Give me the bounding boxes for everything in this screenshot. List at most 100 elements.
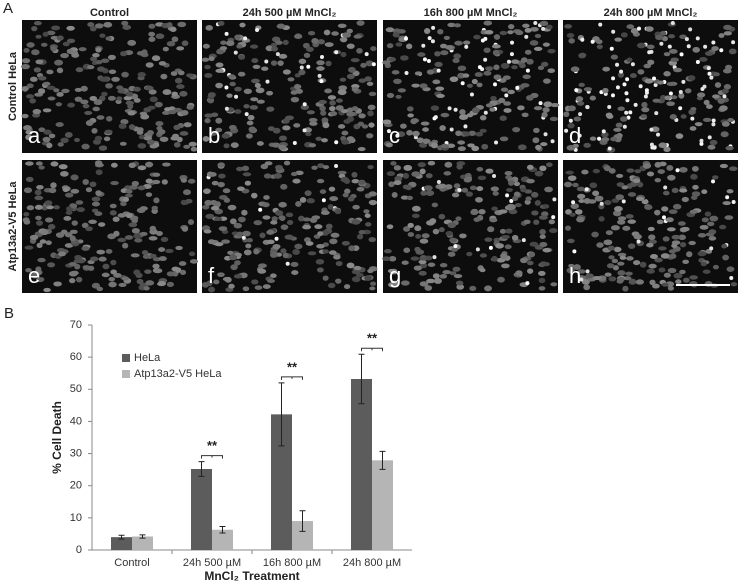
cell bbox=[42, 108, 52, 113]
cell bbox=[544, 186, 553, 193]
y-tick-label: 70 bbox=[70, 319, 82, 331]
cell bbox=[499, 30, 508, 36]
cell bbox=[175, 267, 182, 273]
cell bbox=[437, 28, 444, 35]
cell bbox=[115, 99, 122, 105]
cell bbox=[488, 245, 493, 250]
cell bbox=[439, 125, 446, 131]
cell bbox=[406, 106, 414, 112]
cell bbox=[483, 110, 488, 115]
cell bbox=[149, 253, 157, 259]
cell bbox=[689, 126, 697, 131]
cell bbox=[47, 96, 56, 101]
cell bbox=[426, 69, 435, 75]
cell bbox=[177, 21, 187, 28]
cell bbox=[249, 44, 259, 49]
cell bbox=[244, 180, 252, 186]
cell bbox=[171, 91, 178, 97]
cell bbox=[181, 226, 189, 232]
cell bbox=[662, 236, 670, 242]
cell bbox=[393, 78, 402, 85]
cell bbox=[689, 209, 698, 214]
x-tick-label: 16h 800 µM bbox=[263, 557, 321, 569]
cell bbox=[688, 27, 693, 32]
cell bbox=[469, 92, 474, 97]
cell bbox=[449, 76, 459, 83]
cell bbox=[137, 185, 146, 191]
cell bbox=[367, 110, 374, 117]
cell bbox=[272, 243, 281, 250]
cell bbox=[321, 138, 328, 143]
cell bbox=[21, 113, 29, 119]
cell bbox=[227, 204, 237, 211]
error-bar bbox=[139, 534, 146, 539]
cell bbox=[617, 252, 627, 257]
cell bbox=[511, 65, 518, 70]
cell bbox=[614, 246, 622, 253]
cell bbox=[722, 94, 727, 99]
cell bbox=[534, 199, 541, 206]
cell bbox=[457, 65, 467, 72]
cell bbox=[99, 33, 106, 38]
cell bbox=[294, 243, 303, 250]
cell bbox=[251, 58, 259, 64]
cell bbox=[622, 225, 631, 231]
cell bbox=[670, 253, 677, 259]
cell bbox=[95, 190, 102, 196]
cell bbox=[439, 273, 448, 279]
cell bbox=[246, 120, 254, 126]
cell bbox=[121, 20, 129, 26]
micrograph bbox=[201, 20, 377, 153]
cell bbox=[690, 116, 695, 121]
cell bbox=[176, 46, 185, 51]
bar bbox=[191, 469, 212, 550]
cell bbox=[90, 56, 98, 62]
cell bbox=[367, 165, 374, 170]
cell bbox=[391, 70, 400, 75]
cell bbox=[37, 88, 46, 95]
cell bbox=[637, 69, 645, 75]
cell bbox=[71, 220, 78, 226]
cell bbox=[478, 209, 486, 215]
cell bbox=[657, 80, 664, 85]
cell bbox=[547, 48, 556, 54]
cell bbox=[669, 114, 677, 120]
column-header: 16h 800 µM MnCl₂ bbox=[424, 7, 518, 19]
cell bbox=[419, 83, 428, 89]
cell bbox=[709, 75, 714, 80]
cell bbox=[303, 52, 311, 58]
cell bbox=[274, 236, 279, 241]
cell bbox=[653, 83, 658, 88]
cell bbox=[358, 113, 366, 119]
cell bbox=[263, 173, 272, 179]
cell bbox=[80, 99, 89, 105]
cell bbox=[493, 64, 500, 71]
cell bbox=[535, 144, 542, 151]
cell bbox=[371, 62, 376, 67]
cell bbox=[117, 237, 127, 243]
cell bbox=[346, 73, 355, 80]
cell bbox=[541, 111, 548, 118]
cell bbox=[95, 169, 103, 176]
cell bbox=[204, 113, 214, 118]
cell bbox=[501, 234, 510, 240]
cell bbox=[290, 96, 300, 103]
cell bbox=[529, 241, 539, 247]
cell bbox=[539, 241, 548, 248]
cell bbox=[334, 208, 342, 215]
cell bbox=[583, 142, 591, 148]
cell bbox=[337, 170, 347, 175]
cell bbox=[543, 101, 553, 108]
cell bbox=[29, 98, 37, 104]
cell bbox=[364, 275, 372, 281]
cell bbox=[612, 265, 619, 271]
cell bbox=[335, 260, 343, 267]
cell bbox=[356, 233, 364, 240]
cell bbox=[35, 161, 43, 166]
cell bbox=[528, 251, 535, 258]
cell bbox=[293, 123, 301, 128]
cell bbox=[234, 86, 242, 92]
cell bbox=[26, 205, 35, 211]
cell bbox=[214, 242, 224, 247]
cell bbox=[110, 162, 118, 168]
